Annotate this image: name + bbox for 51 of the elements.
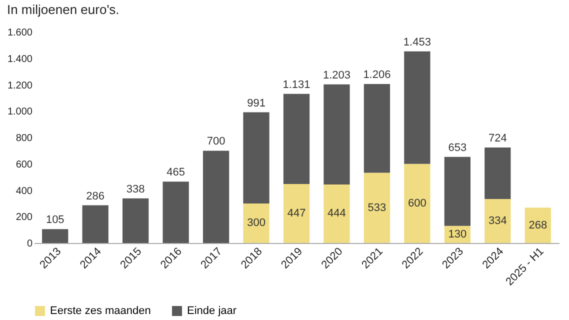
bar bbox=[484, 148, 511, 199]
bar bbox=[484, 198, 511, 243]
bar bbox=[283, 184, 310, 243]
total-label: 1.131 bbox=[282, 78, 310, 91]
data-label: 268 bbox=[528, 219, 548, 232]
data-label: 444 bbox=[328, 208, 346, 220]
y-tick-label: 1.600 bbox=[7, 28, 33, 38]
data-label: 334 bbox=[488, 214, 507, 227]
total-label: 1.203 bbox=[322, 69, 350, 82]
bar bbox=[82, 205, 108, 243]
data-label: 300 bbox=[247, 217, 266, 230]
y-tick-label: 400 bbox=[16, 186, 33, 197]
bar bbox=[243, 203, 270, 243]
bar bbox=[404, 51, 430, 164]
bar bbox=[364, 84, 390, 173]
data-label: 533 bbox=[368, 202, 386, 214]
total-label: 286 bbox=[86, 190, 105, 202]
y-tick-label: 1.400 bbox=[7, 54, 33, 65]
total-label: 105 bbox=[46, 214, 64, 226]
total-label: 338 bbox=[126, 183, 145, 196]
bar bbox=[202, 150, 230, 243]
total-label: 465 bbox=[166, 166, 185, 179]
legend-label: Einde jaar bbox=[187, 305, 237, 317]
total-label: 1.206 bbox=[363, 68, 391, 81]
total-label: 653 bbox=[448, 142, 467, 154]
bar bbox=[364, 172, 390, 243]
total-label: 700 bbox=[206, 136, 226, 148]
bar bbox=[324, 184, 350, 243]
bar bbox=[404, 164, 430, 243]
y-tick-label: 1.200 bbox=[7, 80, 33, 92]
data-label: 600 bbox=[408, 197, 426, 210]
bar bbox=[444, 156, 470, 226]
total-label: 1.453 bbox=[403, 36, 431, 48]
total-label: 991 bbox=[247, 97, 266, 110]
y-tick-label: 600 bbox=[16, 159, 33, 170]
bar bbox=[243, 112, 270, 204]
y-tick-label: 0 bbox=[26, 238, 33, 250]
bar bbox=[283, 94, 310, 184]
bar bbox=[524, 208, 551, 243]
data-label: 447 bbox=[287, 208, 306, 220]
y-tick-label: 200 bbox=[16, 212, 33, 224]
bar bbox=[324, 84, 350, 184]
bar bbox=[162, 182, 189, 243]
bar bbox=[42, 229, 68, 243]
y-tick-label: 800 bbox=[16, 133, 33, 144]
data-label: 130 bbox=[448, 228, 467, 240]
bar bbox=[122, 198, 149, 243]
y-tick-label: 1.000 bbox=[7, 106, 33, 118]
total-label: 724 bbox=[488, 132, 507, 145]
chart-title: In miljoenen euro's. bbox=[6, 2, 120, 17]
legend-label: Eerste zes maanden bbox=[50, 305, 151, 317]
